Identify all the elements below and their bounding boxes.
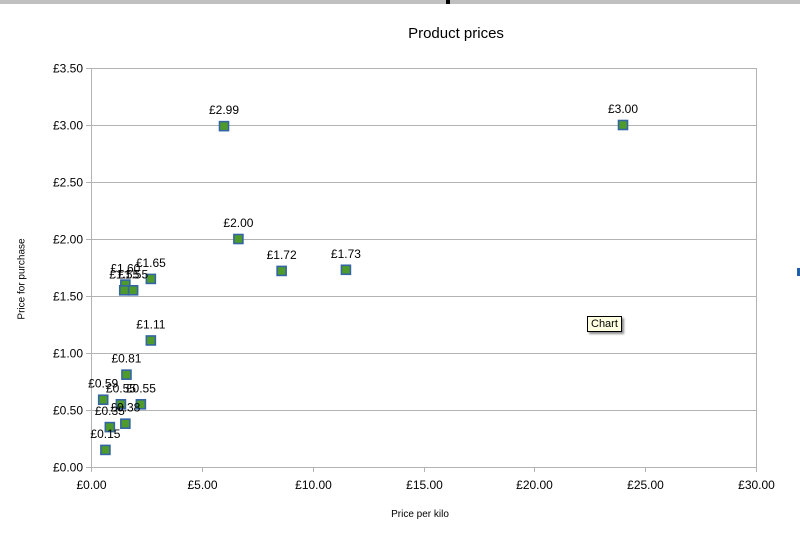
- y-tick-label: £0.00: [53, 461, 83, 475]
- data-point-label: £1.55: [109, 267, 139, 281]
- data-labels: £2.99 £3.00 £2.00 £1.72 £1.73 £1.65£1.60£1.55…: [88, 102, 638, 441]
- data-point[interactable]: [100, 444, 111, 456]
- selection-handle[interactable]: [797, 268, 800, 276]
- data-point[interactable]: [118, 284, 130, 296]
- resize-handle[interactable]: [446, 0, 450, 4]
- data-point[interactable]: [617, 119, 629, 131]
- y-tick-label: £1.50: [53, 290, 83, 304]
- x-tick-label: £0.00: [76, 478, 106, 492]
- data-point-label: £3.00: [608, 102, 638, 116]
- x-tick-label: £25.00: [627, 478, 664, 492]
- data-point[interactable]: [340, 264, 352, 276]
- data-point[interactable]: [145, 273, 157, 285]
- data-point[interactable]: [233, 233, 244, 245]
- y-tick-label: £3.50: [53, 62, 83, 76]
- chart-title: Product prices: [408, 25, 504, 42]
- x-tick-label: £30.00: [738, 478, 775, 492]
- data-point-label: £1.65: [136, 256, 166, 270]
- data-point[interactable]: [120, 418, 131, 429]
- data-point[interactable]: [127, 284, 139, 296]
- data-point-label: £0.55: [126, 381, 156, 395]
- data-point-label: £0.38: [110, 401, 140, 415]
- data-point-label: £1.55: [118, 267, 148, 281]
- x-tick-label: £5.00: [187, 478, 217, 492]
- data-point-label: £0.15: [90, 427, 120, 441]
- y-tick-label: £3.00: [53, 119, 83, 133]
- data-point-label: £0.35: [95, 404, 125, 418]
- data-point-label: £1.72: [267, 248, 297, 262]
- x-tick-label: £10.00: [295, 478, 332, 492]
- data-point-label: £2.99: [209, 103, 239, 117]
- data-point[interactable]: [218, 120, 230, 132]
- x-tick-label: £15.00: [406, 478, 443, 492]
- y-tick-label: £2.50: [53, 176, 83, 190]
- x-axis-ticks: £0.00 £5.00 £10.00 £15.00 £20.00 £25.00 £30.00: [76, 478, 775, 492]
- y-tick-label: £2.00: [53, 233, 83, 247]
- data-point-label: £2.00: [223, 216, 253, 230]
- y-tick-label: £1.00: [53, 347, 83, 361]
- x-axis-title: Price per kilo: [391, 509, 449, 520]
- data-point[interactable]: [121, 369, 132, 380]
- data-point[interactable]: [145, 335, 157, 346]
- data-point[interactable]: [104, 421, 116, 433]
- data-point[interactable]: [97, 394, 109, 406]
- gridlines: [91, 68, 756, 468]
- data-point[interactable]: [115, 398, 127, 410]
- data-point-label: £0.55: [106, 381, 136, 395]
- data-point-label: £1.60: [110, 262, 140, 276]
- y-tick-label: £0.50: [53, 404, 83, 418]
- data-point-label: £0.81: [111, 352, 141, 366]
- data-point-label: £1.73: [331, 247, 361, 261]
- data-point[interactable]: [135, 398, 147, 410]
- data-point-label: £0.59: [88, 377, 118, 391]
- x-tick-label: £20.00: [516, 478, 553, 492]
- y-axis-ticks: £0.00 £0.50 £1.00 £1.50 £2.00 £2.50 £3.00 £3.50: [53, 62, 83, 475]
- data-series[interactable]: [97, 119, 629, 456]
- data-point[interactable]: [276, 265, 287, 277]
- axes: [86, 68, 757, 472]
- data-point-label: £1.11: [136, 317, 165, 331]
- window-top-border: [0, 0, 800, 4]
- chart-tooltip: Chart: [587, 316, 622, 332]
